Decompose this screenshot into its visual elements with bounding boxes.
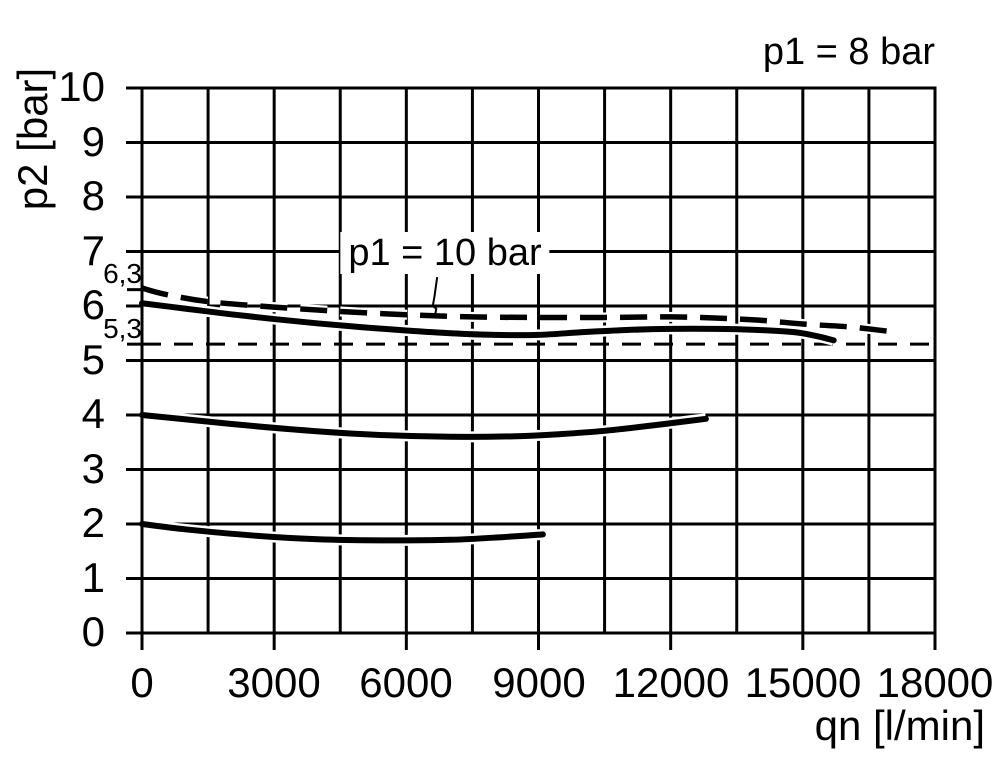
y-special-label-63: 6,3 <box>103 258 142 289</box>
y-tick-label: 5 <box>81 336 105 384</box>
y-tick-label: 0 <box>81 608 105 656</box>
x-tick-label: 18000 <box>876 659 994 706</box>
y-axis-label: p2 [bar] <box>9 67 56 211</box>
chart-title: p1 = 8 bar <box>762 31 935 73</box>
x-tick-label: 3000 <box>227 659 321 706</box>
x-tick-label: 0 <box>130 659 154 706</box>
y-tick-label: 4 <box>81 390 105 438</box>
y-special-label-53: 5,3 <box>103 313 142 344</box>
y-tick-label: 7 <box>81 227 105 275</box>
y-tick-label: 3 <box>81 445 105 493</box>
x-tick-label: 15000 <box>744 659 862 706</box>
y-tick-label: 10 <box>58 63 105 111</box>
y-tick-label: 1 <box>81 554 105 602</box>
x-axis-label: qn [l/min] <box>814 702 985 749</box>
y-tick-label: 9 <box>81 118 105 166</box>
y-tick-label: 6 <box>81 281 105 329</box>
x-tick-label: 6000 <box>359 659 453 706</box>
x-tick-label: 12000 <box>612 659 730 706</box>
annotation-p1-10bar: p1 = 10 bar <box>340 232 550 274</box>
y-tick-label: 8 <box>81 172 105 220</box>
x-tick-label: 9000 <box>492 659 586 706</box>
y-tick-label: 2 <box>81 499 105 547</box>
